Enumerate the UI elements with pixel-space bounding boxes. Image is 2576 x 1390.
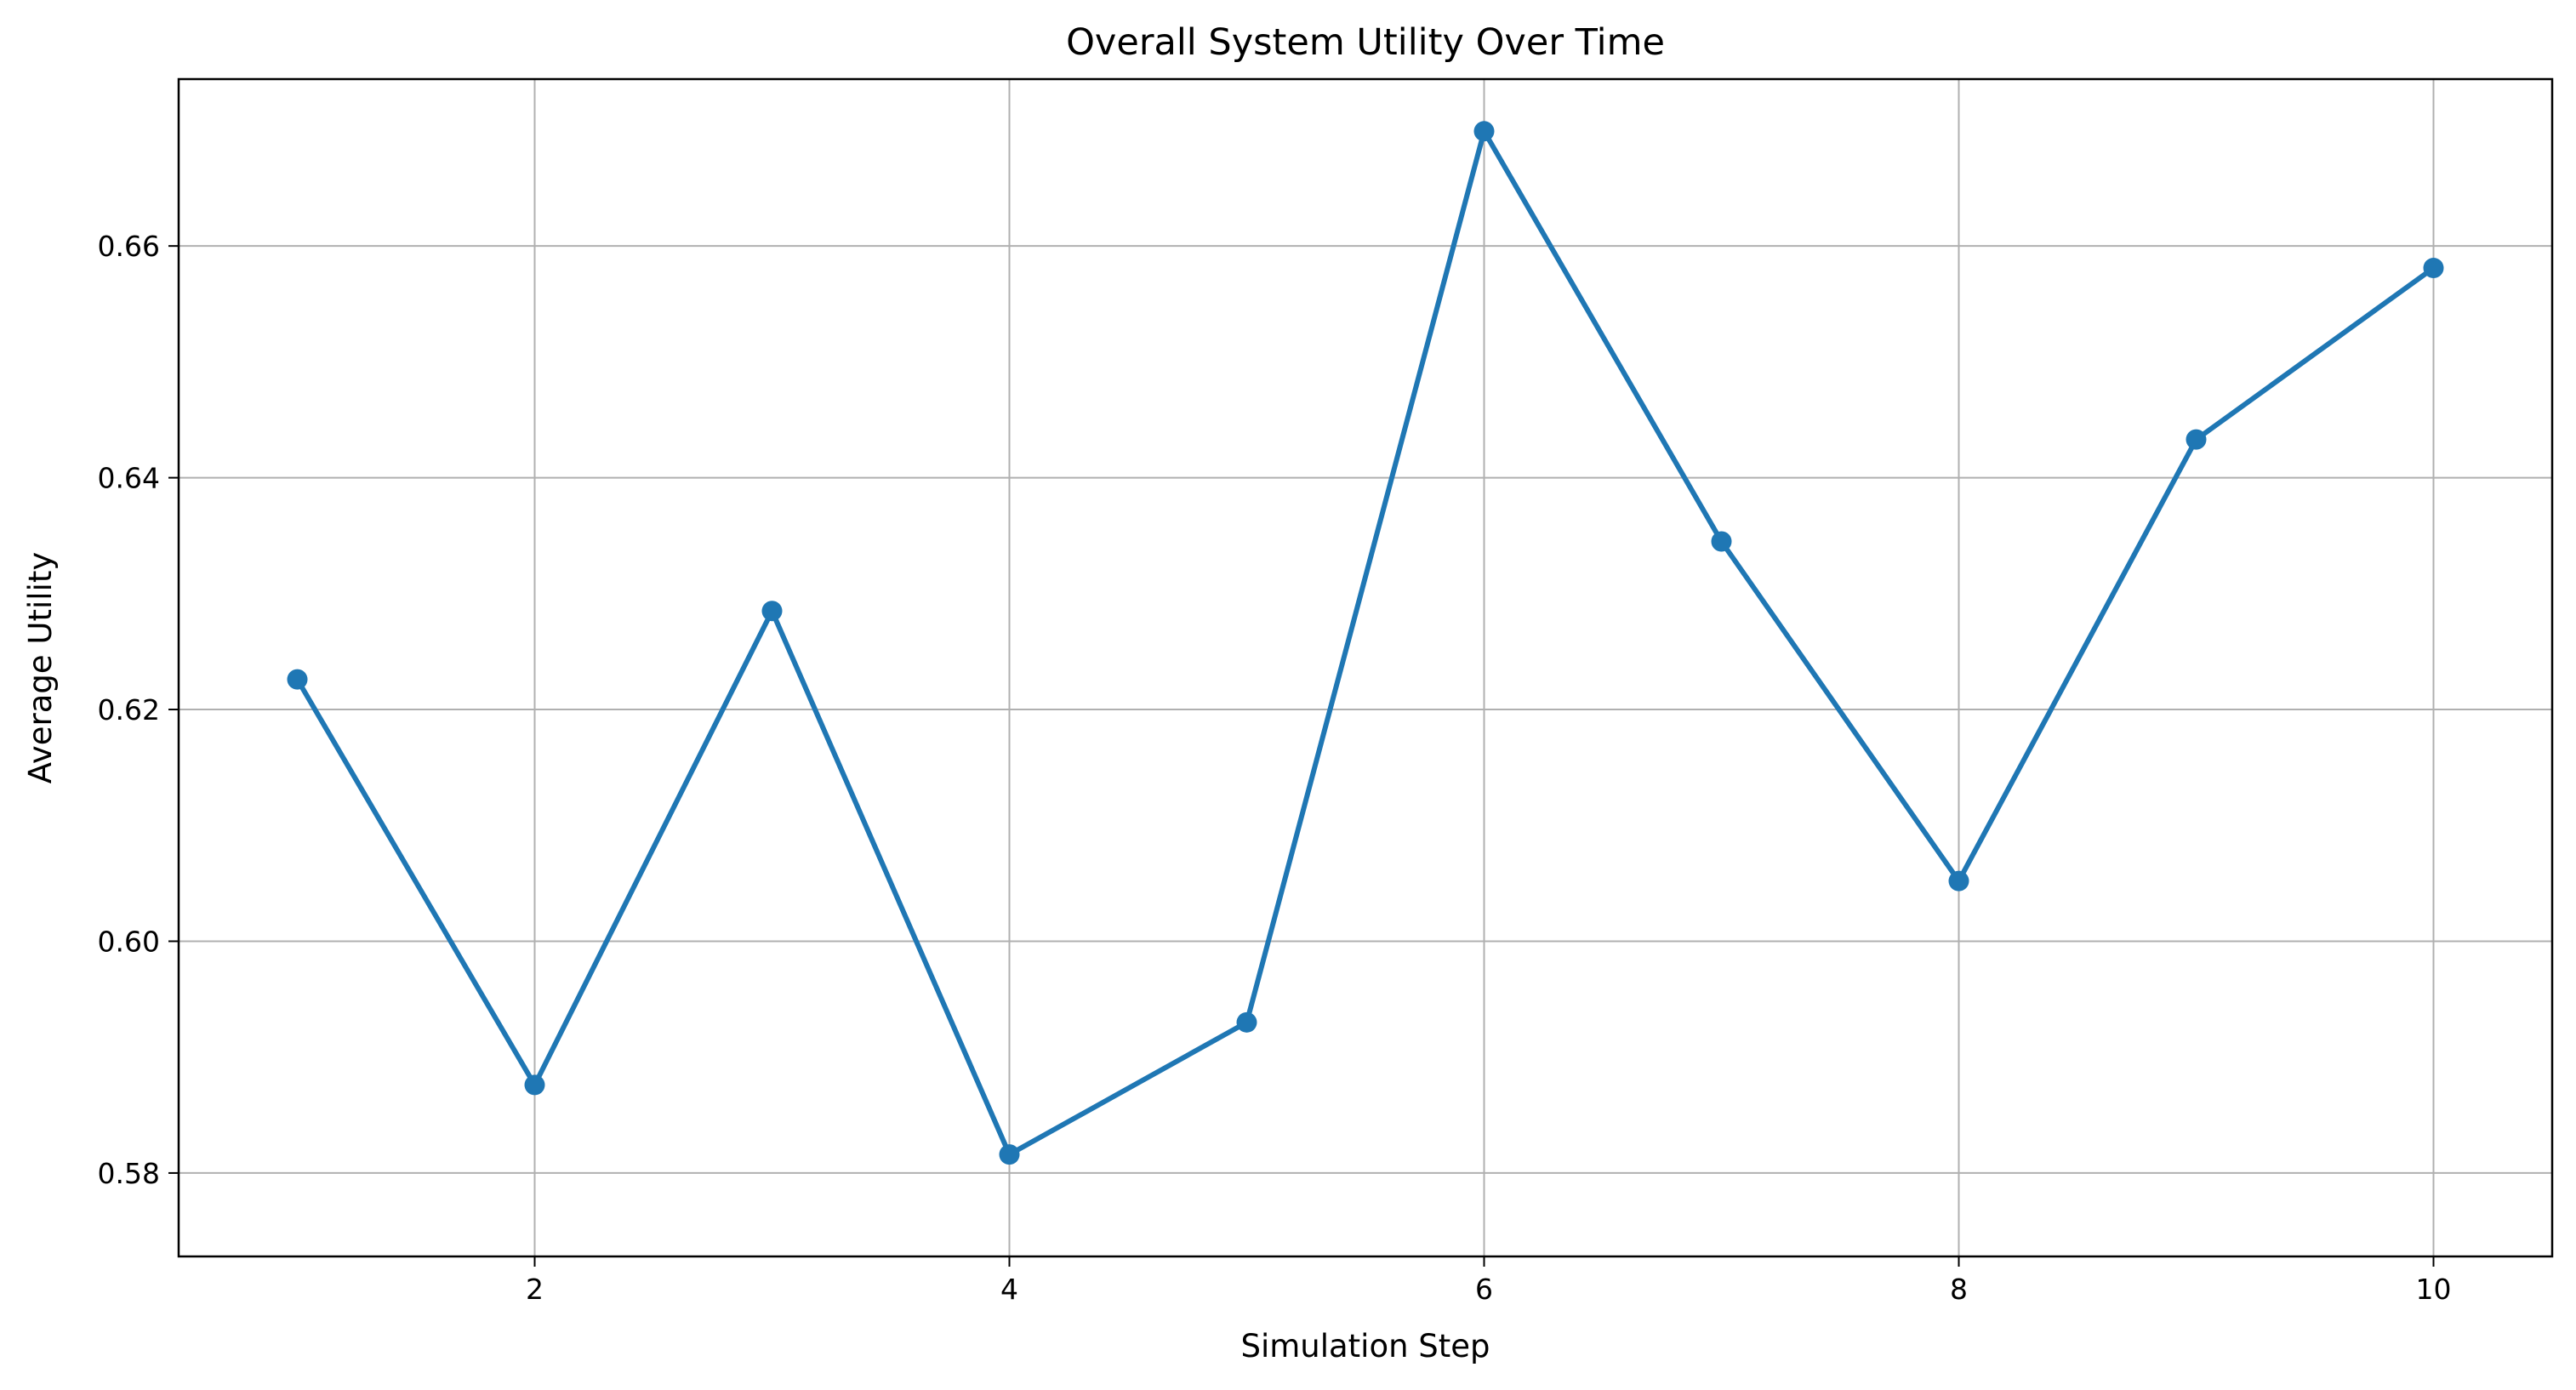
data-point xyxy=(2423,258,2444,279)
data-point xyxy=(1236,1011,1257,1033)
x-axis-title: Simulation Step xyxy=(1240,1328,1490,1364)
grid-lines xyxy=(179,79,2552,1256)
y-axis-title: Average Utility xyxy=(22,552,59,784)
data-point xyxy=(1948,870,1969,892)
data-point xyxy=(2186,429,2207,450)
x-tick-label: 6 xyxy=(1475,1273,1493,1306)
data-point xyxy=(1711,531,1732,552)
y-tick-label: 0.62 xyxy=(98,693,160,726)
data-point xyxy=(761,601,783,622)
data-point xyxy=(287,669,308,690)
series-layer xyxy=(287,121,2444,1165)
data-point xyxy=(524,1074,545,1096)
y-tick-label: 0.60 xyxy=(98,925,160,958)
y-tick-label: 0.64 xyxy=(98,462,160,495)
chart-title: Overall System Utility Over Time xyxy=(1066,21,1665,64)
data-point xyxy=(1473,121,1495,142)
series-line xyxy=(294,128,2436,1158)
y-tick-label: 0.58 xyxy=(98,1157,160,1190)
x-tick-label: 4 xyxy=(1000,1273,1018,1306)
axis-ticks: 2 4 6 8 10 0.58 0.60 0.62 0.64 0.66 xyxy=(98,230,2452,1306)
data-point xyxy=(999,1144,1020,1165)
x-tick-label: 10 xyxy=(2416,1273,2452,1306)
x-tick-label: 8 xyxy=(1950,1273,1968,1306)
plot-frame xyxy=(177,77,2554,1258)
y-tick-label: 0.66 xyxy=(98,230,160,263)
x-tick-label: 2 xyxy=(526,1273,544,1306)
